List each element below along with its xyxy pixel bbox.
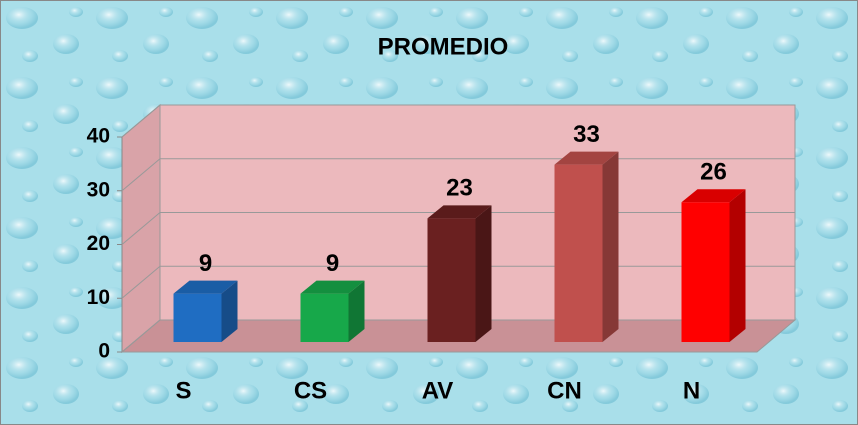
bar-side <box>221 280 238 342</box>
x-tick-label: N <box>683 377 700 404</box>
grid-line <box>121 265 161 299</box>
x-tick-label: CN <box>547 377 582 404</box>
bar-top <box>427 205 492 219</box>
bar-side <box>475 205 492 342</box>
bar-top <box>173 280 238 294</box>
x-tick-label: AV <box>422 377 454 404</box>
grid-line <box>121 212 161 245</box>
data-label: 23 <box>446 175 473 202</box>
data-label: 9 <box>326 250 339 277</box>
data-label: 9 <box>199 250 212 277</box>
grid-line <box>121 104 161 138</box>
y-tick-label: 20 <box>87 232 110 255</box>
bar-side <box>729 189 746 342</box>
bar <box>681 202 730 342</box>
y-tick-label: 0 <box>98 340 110 363</box>
bar-side <box>602 151 619 342</box>
grid-line <box>121 319 161 353</box>
bar <box>427 218 476 342</box>
grid-line <box>121 158 161 192</box>
x-tick-label: S <box>175 377 191 404</box>
y-tick-label: 30 <box>87 178 110 201</box>
y-tick-label: 40 <box>87 125 110 148</box>
bar <box>554 164 603 342</box>
chart-title: PROMEDIO <box>378 33 509 60</box>
x-tick-label: CS <box>294 377 327 404</box>
bar <box>173 293 222 342</box>
data-label: 26 <box>700 159 727 186</box>
bar-top <box>681 189 746 203</box>
bar-top <box>300 280 365 294</box>
bar-top <box>554 151 619 165</box>
y-tick-label: 10 <box>87 286 110 309</box>
bar <box>300 293 349 342</box>
bar-side <box>348 280 365 342</box>
data-label: 33 <box>573 121 600 148</box>
